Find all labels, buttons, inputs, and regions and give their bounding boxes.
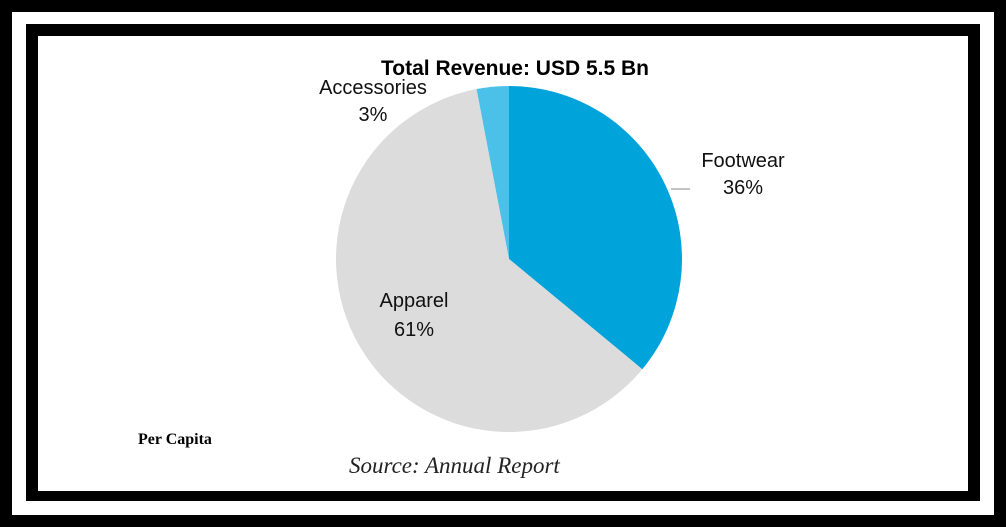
slice-label-footwear: Footwear <box>701 150 785 172</box>
slice-label-accessories: Accessories <box>319 77 427 99</box>
slice-value-footwear: 36% <box>723 177 763 199</box>
slice-label-apparel: Apparel <box>380 290 449 312</box>
per-capita-note: Per Capita <box>138 431 212 448</box>
chart-title: Total Revenue: USD 5.5 Bn <box>381 57 649 80</box>
pie-slice-accessories <box>476 86 509 259</box>
pie-slice-apparel <box>336 89 643 432</box>
pie-chart: Total Revenue: USD 5.5 Bn Footwear 36% App… <box>319 57 785 432</box>
slice-value-apparel: 61% <box>394 319 434 341</box>
pie-slice-footwear <box>509 86 682 370</box>
source-caption: Source: Annual Report <box>349 453 560 478</box>
slice-value-accessories: 3% <box>359 104 388 126</box>
chart-panel: Total Revenue: USD 5.5 Bn Footwear 36% App… <box>38 36 968 491</box>
